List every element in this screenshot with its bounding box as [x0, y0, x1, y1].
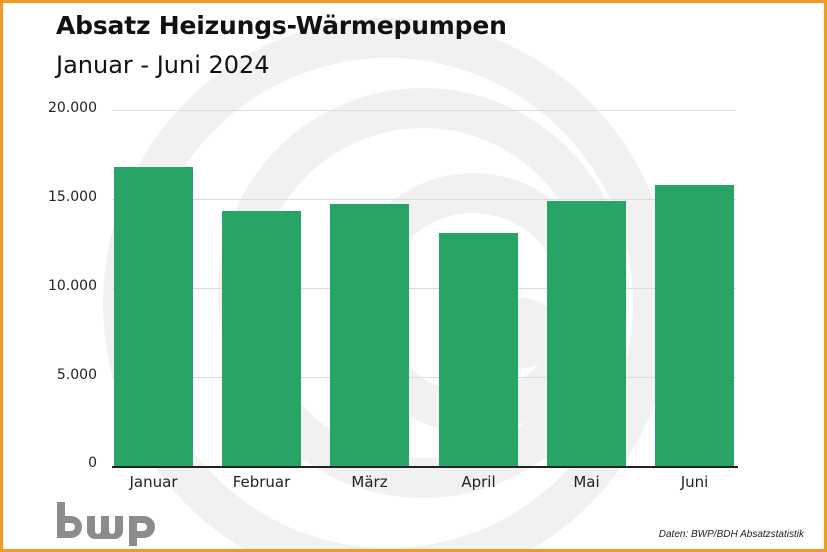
chart-title: Absatz Heizungs-Wärmepumpen — [56, 11, 507, 40]
x-tick-label: Juni — [680, 473, 709, 491]
x-tick-label: Januar — [129, 473, 178, 491]
y-tick-label: 10.000 — [48, 278, 97, 294]
x-tick-label: Februar — [232, 473, 291, 491]
bar-februar — [222, 211, 301, 466]
bar-mai — [547, 200, 626, 466]
y-tick-label: 20.000 — [48, 100, 97, 116]
chart-subtitle: Januar - Juni 2024 — [56, 51, 270, 79]
x-tick-label: März — [351, 473, 388, 491]
bar-januar — [114, 166, 193, 466]
y-tick-label: 0 — [88, 455, 97, 471]
bwp-logo — [57, 498, 159, 549]
bar-april — [439, 232, 518, 466]
data-source-note: Daten: BWP/BDH Absatzstatistik — [658, 529, 804, 540]
x-tick-label: Mai — [573, 473, 600, 491]
x-axis-line — [112, 466, 738, 468]
gridline — [112, 199, 736, 200]
gridline — [112, 110, 736, 111]
y-tick-label: 15.000 — [48, 189, 97, 205]
bwp-logo-icon — [57, 502, 155, 546]
y-tick-label: 5.000 — [56, 367, 97, 383]
x-tick-label: April — [461, 473, 496, 491]
gridline — [112, 288, 736, 289]
bar-märz — [330, 204, 409, 466]
gridline — [112, 377, 736, 378]
bar-juni — [655, 184, 734, 466]
